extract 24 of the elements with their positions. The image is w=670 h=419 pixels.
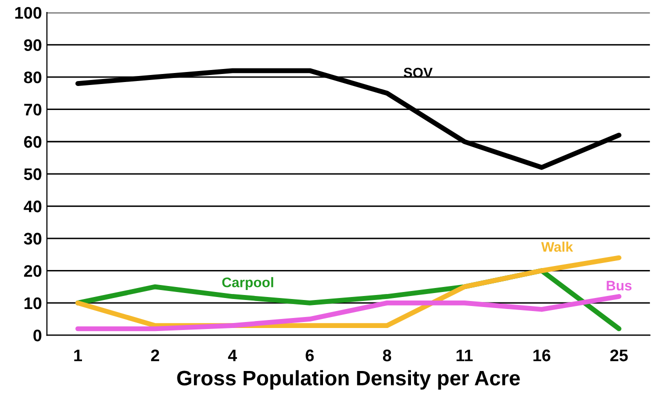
y-tick-label: 80 [24,71,42,84]
x-tick-label: 16 [533,350,550,362]
x-tick-label: 8 [382,350,392,362]
y-tick-label: 100 [15,6,42,19]
y-tick-label: 30 [24,232,42,245]
series-label: Carpool [222,277,274,290]
y-tick-label: 90 [24,39,42,52]
y-tick-label: 0 [33,330,42,342]
y-tick-label: 20 [24,265,42,277]
x-tick-label: 6 [306,350,314,362]
y-tick-label: 10 [24,297,42,310]
y-tick-label: 70 [24,104,42,116]
y-tick-label: 50 [24,168,42,180]
x-tick-label: 11 [456,350,473,362]
series-label: Walk [541,242,574,252]
x-axis-title: Gross Population Density per Acre [177,370,520,390]
series-label: Bus [606,280,632,291]
x-tick-label: 1 [74,350,82,362]
x-tick-label: 2 [151,350,160,362]
y-tick-label: 60 [24,136,42,148]
y-tick-label: 40 [24,200,42,212]
x-tick-label: 25 [610,350,628,362]
line-series [75,294,622,332]
x-tick-label: 4 [228,350,237,362]
